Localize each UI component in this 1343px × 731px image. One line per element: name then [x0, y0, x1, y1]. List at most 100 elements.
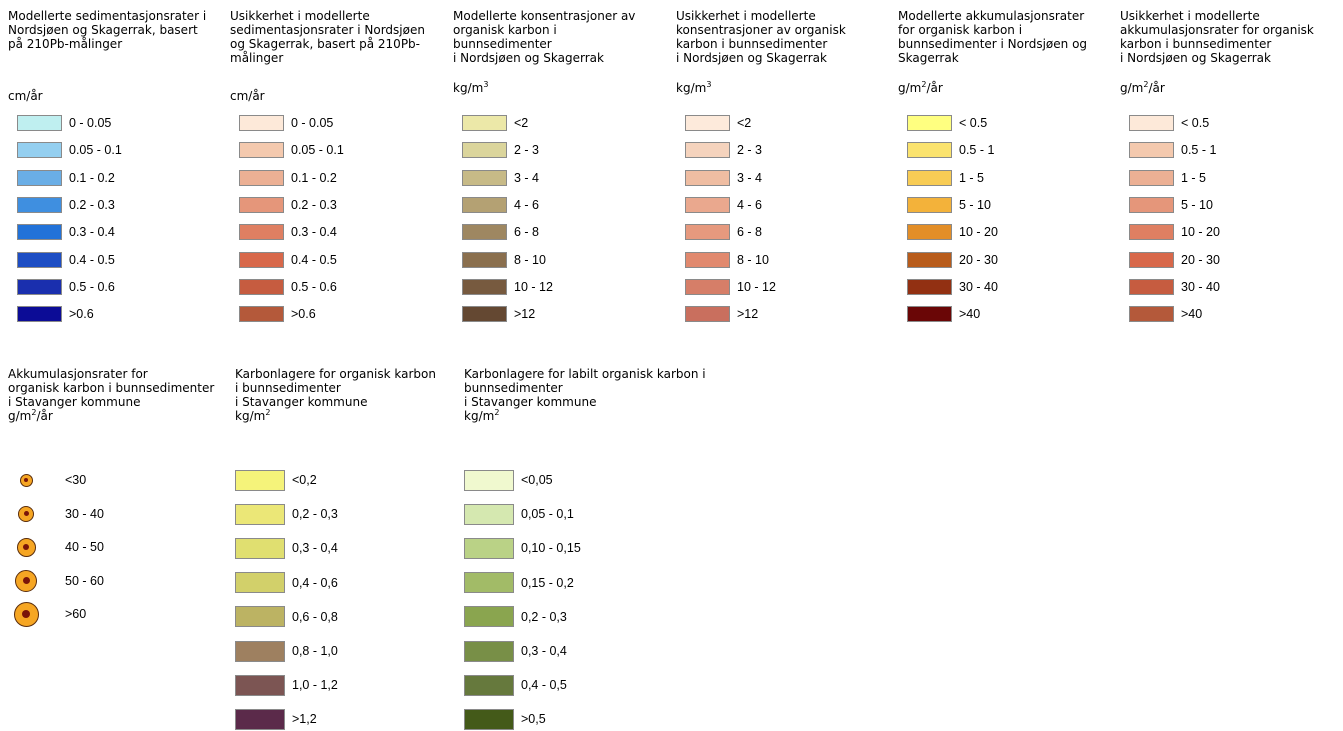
legend-item: 5 - 10 [907, 195, 991, 215]
legend-item: 0.05 - 0.1 [17, 140, 122, 160]
legend-item-label: >0,5 [521, 712, 546, 727]
legend-item-label: 0.4 - 0.5 [69, 252, 115, 267]
legend-unit: kg/m3 [453, 80, 489, 96]
legend-item-label: >0.6 [69, 307, 94, 322]
legend-item-label: <2 [514, 116, 529, 130]
legend-item-label: 0.05 - 0.1 [291, 143, 344, 158]
circle-symbol-icon [11, 533, 41, 561]
legend-item: 0,10 - 0,15 [464, 536, 581, 560]
color-swatch [1129, 278, 1174, 295]
legend-item: 0.5 - 0.6 [17, 277, 115, 297]
legend-title: Karbonlagere for organisk karbon i bunns… [235, 367, 436, 409]
legend-item-label: 0,4 - 0,5 [521, 678, 567, 693]
legend-carbon-accumulation: Modellerte akkumulasjonsrater for organi… [898, 9, 1120, 323]
color-swatch [239, 306, 284, 323]
legend-title: Modellerte akkumulasjonsrater for organi… [898, 9, 1088, 65]
color-swatch [17, 306, 62, 323]
color-swatch [685, 251, 730, 268]
legend-item-label: 0,6 - 0,8 [292, 609, 338, 624]
legend-item-label: 0,4 - 0,6 [292, 575, 338, 590]
legend-item: >60 [11, 600, 86, 628]
legend-item: 2 - 3 [462, 140, 539, 160]
legend-item: 30 - 40 [11, 500, 104, 528]
color-swatch [464, 674, 514, 696]
legend-item: 2 - 3 [685, 140, 762, 160]
color-swatch [462, 142, 507, 159]
legend-title: Modellerte konsentrasjoner av organisk k… [453, 9, 636, 65]
legend-item: 0.4 - 0.5 [17, 250, 115, 270]
color-swatch [462, 251, 507, 268]
circle-symbol-icon [11, 500, 41, 528]
color-swatch [907, 278, 952, 295]
circle-symbol-icon [11, 600, 41, 628]
legend-unit: g/m2/år [8, 408, 53, 424]
legend-item-label: >60 [65, 607, 87, 621]
legend-item: >0.6 [17, 304, 94, 324]
legend-title: Modellerte sedimentasjonsrater i Nordsjø… [8, 9, 207, 51]
legend-item: 8 - 10 [462, 250, 546, 270]
legend-item: >40 [907, 304, 980, 324]
legend-item: 0.5 - 0.6 [239, 277, 337, 297]
legend-item: 0,05 - 0,1 [464, 502, 574, 526]
color-swatch [464, 537, 514, 559]
legend-item-label: 5 - 10 [1181, 197, 1213, 212]
legend-item: 0,8 - 1,0 [235, 639, 338, 663]
color-swatch [907, 115, 952, 131]
color-swatch [1129, 251, 1174, 268]
legend-unit: kg/m3 [676, 80, 712, 96]
legend-unit: cm/år [230, 89, 265, 103]
legend-item-label: 3 - 4 [737, 170, 763, 185]
legend-item: 30 - 40 [907, 277, 998, 297]
legend-item: 20 - 30 [1129, 250, 1220, 270]
legend-carbon-concentration: Modellerte konsentrasjoner av organisk k… [453, 9, 675, 323]
legend-item-label: 1 - 5 [1181, 170, 1207, 185]
color-swatch [17, 115, 62, 131]
legend-unit: kg/m2 [464, 408, 500, 424]
legend-item: 0.05 - 0.1 [239, 140, 344, 160]
legend-stavanger-labile-carbon-stock: Karbonlagere for labilt organisk karbon … [464, 367, 744, 730]
color-swatch [235, 674, 285, 696]
color-swatch [1129, 142, 1174, 159]
legend-item: 0 - 0.05 [239, 113, 333, 133]
legend-item-label: 0.2 - 0.3 [291, 197, 337, 212]
legend-item: <0,05 [464, 468, 553, 492]
legend-item-label: <0,2 [292, 473, 317, 487]
legend-item-label: 0.2 - 0.3 [69, 197, 115, 212]
legend-item: 0.5 - 1 [907, 140, 994, 160]
color-swatch [1129, 169, 1174, 186]
legend-item-label: >12 [514, 307, 536, 322]
color-swatch [907, 196, 952, 213]
color-swatch [685, 306, 730, 323]
legend-item: < 0.5 [1129, 113, 1209, 133]
legend-sedimentation-rates: Modellerte sedimentasjonsrater i Nordsjø… [8, 9, 230, 323]
legend-item-label: < 0.5 [1181, 116, 1210, 130]
legend-title: Usikkerhet i modellerte sedimentasjonsra… [230, 9, 425, 65]
legend-stavanger-carbon-stock: Karbonlagere for organisk karbon i bunns… [235, 367, 463, 730]
color-swatch [462, 224, 507, 241]
legend-item: 10 - 20 [907, 222, 998, 242]
legend-unit: g/m2/år [1120, 80, 1165, 96]
legend-carbon-accumulation-uncertainty: Usikkerhet i modellerte akkumulasjonsrat… [1120, 9, 1342, 323]
legend-item: >40 [1129, 304, 1202, 324]
color-swatch [462, 306, 507, 323]
color-swatch [239, 224, 284, 241]
legend-item-label: 30 - 40 [959, 279, 998, 294]
legend-item-label: 2 - 3 [514, 143, 540, 158]
color-swatch [464, 503, 514, 525]
legend-item-label: 0.5 - 1 [1181, 143, 1217, 158]
legend-title: Akkumulasjonsrater for organisk karbon i… [8, 367, 215, 409]
color-swatch [235, 469, 285, 491]
legend-item-label: >40 [1181, 307, 1203, 322]
legend-item-label: 20 - 30 [1181, 252, 1220, 267]
color-swatch [464, 572, 514, 594]
legend-item-label: <0,05 [521, 473, 553, 487]
legend-item-label: 0.1 - 0.2 [69, 170, 115, 185]
legend-unit: cm/år [8, 89, 43, 103]
legend-item: 10 - 12 [685, 277, 776, 297]
legend-item-label: 0,3 - 0,4 [521, 644, 567, 658]
legend-item: 0.1 - 0.2 [239, 168, 337, 188]
legend-item-label: 0.1 - 0.2 [291, 170, 337, 185]
legend-item-label: 0,8 - 1,0 [292, 644, 338, 658]
legend-item-label: 30 - 40 [1181, 279, 1220, 294]
legend-item: 50 - 60 [11, 567, 104, 595]
